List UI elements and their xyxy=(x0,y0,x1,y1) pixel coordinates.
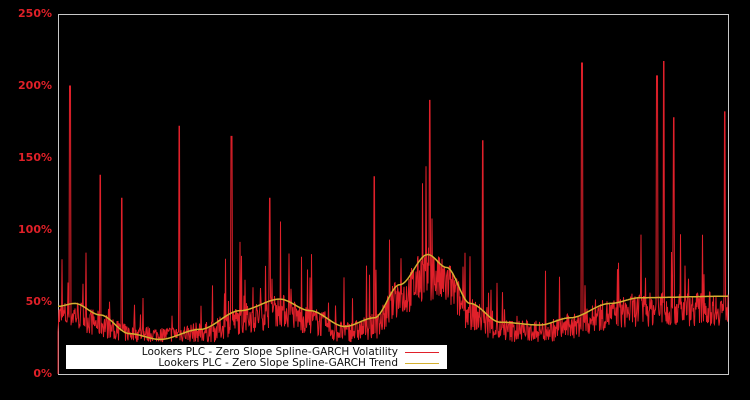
plot-frame xyxy=(58,14,729,375)
y-tick-label: 150% xyxy=(18,151,52,164)
legend-swatch-trend xyxy=(405,362,439,364)
y-tick-label: 50% xyxy=(25,295,52,308)
legend-label-trend: Lookers PLC - Zero Slope Spline-GARCH Tr… xyxy=(158,357,398,369)
legend-item-trend: Lookers PLC - Zero Slope Spline-GARCH Tr… xyxy=(158,357,439,369)
y-tick-label: 200% xyxy=(18,79,52,92)
y-tick-label: 0% xyxy=(33,367,52,380)
y-tick-label: 250% xyxy=(18,7,52,20)
legend-swatch-volatility xyxy=(405,351,439,353)
y-tick-label: 100% xyxy=(18,223,52,236)
legend: Lookers PLC - Zero Slope Spline-GARCH Vo… xyxy=(66,345,447,369)
trend-series xyxy=(58,253,728,341)
volatility-series xyxy=(57,61,729,374)
legend-item-volatility: Lookers PLC - Zero Slope Spline-GARCH Vo… xyxy=(142,346,439,358)
volatility-line xyxy=(57,61,729,374)
legend-label-volatility: Lookers PLC - Zero Slope Spline-GARCH Vo… xyxy=(141,346,398,358)
